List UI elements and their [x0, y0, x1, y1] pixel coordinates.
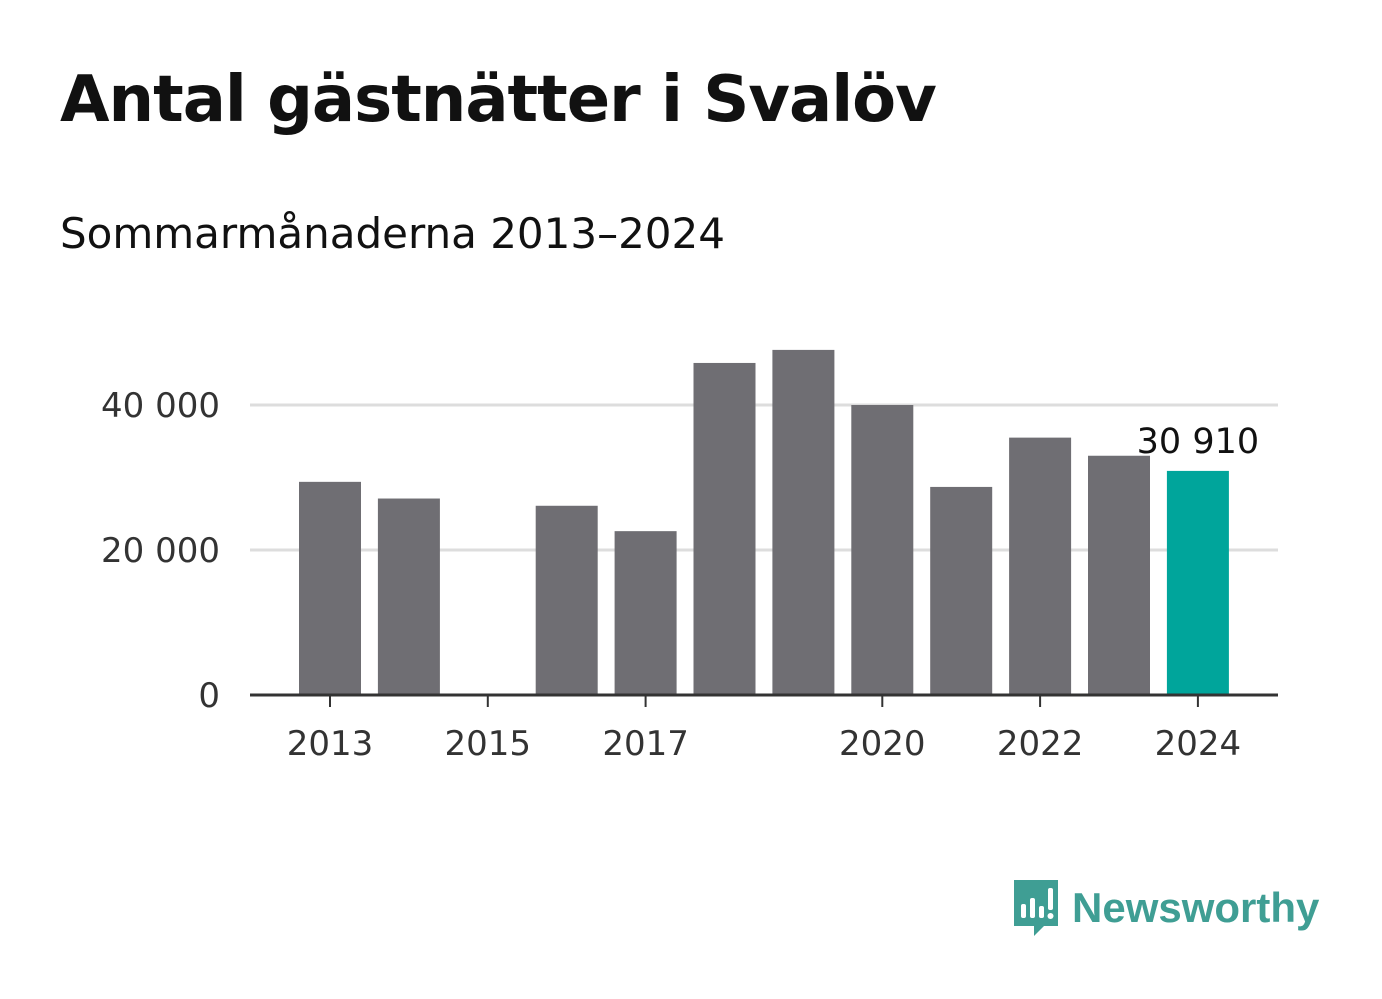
bar: [693, 362, 756, 695]
bar: [930, 486, 993, 695]
y-tick-label: 40 000: [101, 386, 220, 426]
bar: [1009, 437, 1072, 695]
x-tick-label: 2022: [997, 724, 1084, 764]
x-tick-label: 2015: [445, 724, 532, 764]
newsworthy-logo: Newsworthy: [1010, 876, 1319, 940]
chart-subtitle: Sommarmånaderna 2013–2024: [60, 209, 725, 258]
x-tick-label: 2013: [287, 724, 374, 764]
bar: [535, 505, 598, 695]
data-label-highlight: 30 910: [1137, 422, 1259, 462]
y-tick-label: 20 000: [101, 531, 220, 571]
bar: [614, 531, 677, 695]
bar: [377, 498, 440, 695]
bar: [1088, 455, 1150, 695]
x-tick-label: 2024: [1155, 724, 1242, 764]
bar: [772, 349, 835, 695]
newsworthy-logo-text: Newsworthy: [1072, 884, 1320, 931]
y-tick-label: 0: [198, 676, 220, 716]
bar: [299, 481, 361, 695]
bar: [851, 405, 914, 695]
chart-title: Antal gästnätter i Svalöv: [60, 63, 937, 137]
x-tick-label: 2017: [602, 724, 689, 764]
newsworthy-chart-bubble-icon: [1014, 880, 1058, 936]
bar-highlight: [1166, 470, 1229, 695]
x-tick-label: 2020: [839, 724, 926, 764]
